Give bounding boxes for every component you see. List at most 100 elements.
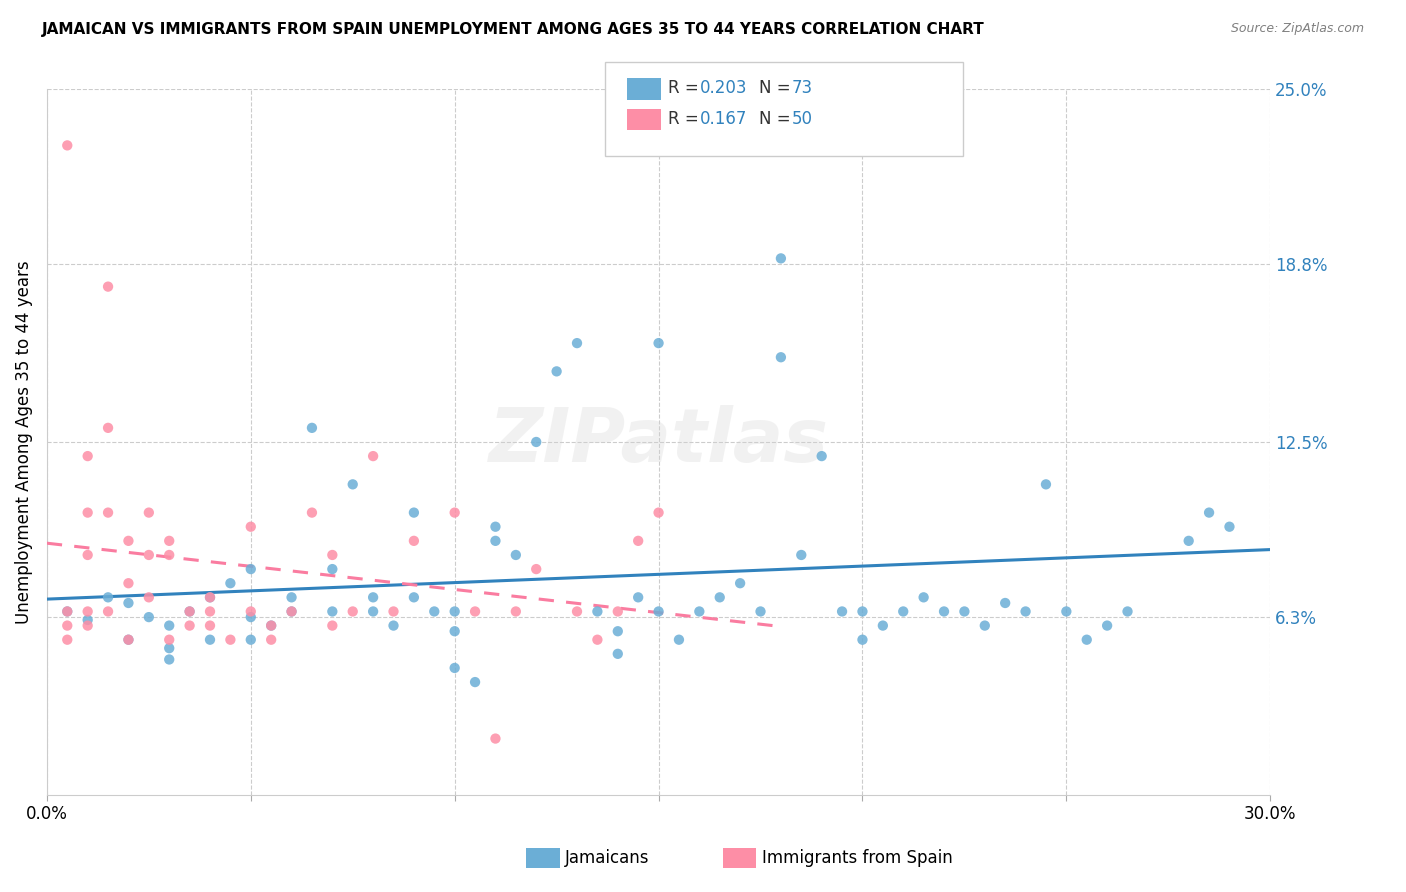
Point	[117, 533, 139, 548]
Point	[179, 604, 201, 618]
Point	[606, 604, 628, 618]
Point	[321, 562, 343, 576]
Text: Source: ZipAtlas.com: Source: ZipAtlas.com	[1230, 22, 1364, 36]
Point	[1218, 519, 1240, 533]
Text: Jamaicans: Jamaicans	[565, 849, 650, 867]
Point	[973, 618, 995, 632]
Point	[565, 336, 588, 351]
Point	[117, 632, 139, 647]
Text: 0.203: 0.203	[700, 79, 748, 97]
Point	[179, 618, 201, 632]
Point	[56, 618, 79, 632]
Point	[219, 576, 242, 591]
Point	[280, 604, 302, 618]
Point	[198, 604, 221, 618]
Point	[1177, 533, 1199, 548]
Point	[97, 604, 120, 618]
Point	[565, 604, 588, 618]
Point	[321, 618, 343, 632]
Point	[382, 618, 405, 632]
Point	[56, 604, 79, 618]
Point	[138, 548, 160, 562]
Point	[402, 533, 425, 548]
Point	[402, 591, 425, 605]
Point	[606, 647, 628, 661]
Point	[1198, 506, 1220, 520]
Text: N =: N =	[759, 110, 796, 128]
Y-axis label: Unemployment Among Ages 35 to 44 years: Unemployment Among Ages 35 to 44 years	[15, 260, 32, 624]
Point	[361, 591, 384, 605]
Point	[260, 618, 283, 632]
Point	[647, 506, 669, 520]
Point	[749, 604, 772, 618]
Point	[1095, 618, 1118, 632]
Point	[484, 731, 506, 746]
Point	[280, 591, 302, 605]
Point	[872, 618, 894, 632]
Point	[361, 449, 384, 463]
Point	[76, 449, 98, 463]
Point	[361, 604, 384, 618]
Text: JAMAICAN VS IMMIGRANTS FROM SPAIN UNEMPLOYMENT AMONG AGES 35 TO 44 YEARS CORRELA: JAMAICAN VS IMMIGRANTS FROM SPAIN UNEMPL…	[42, 22, 986, 37]
Point	[586, 632, 609, 647]
Point	[586, 604, 609, 618]
Point	[239, 610, 262, 624]
Point	[56, 604, 79, 618]
Point	[953, 604, 976, 618]
Point	[260, 632, 283, 647]
Point	[117, 576, 139, 591]
Point	[157, 548, 180, 562]
Point	[198, 591, 221, 605]
Point	[810, 449, 832, 463]
Point	[239, 604, 262, 618]
Point	[627, 591, 650, 605]
Point	[117, 596, 139, 610]
Point	[198, 591, 221, 605]
Point	[464, 604, 486, 618]
Point	[891, 604, 914, 618]
Point	[76, 506, 98, 520]
Point	[76, 618, 98, 632]
Point	[423, 604, 446, 618]
Point	[1054, 604, 1077, 618]
Point	[138, 506, 160, 520]
Point	[505, 604, 527, 618]
Point	[179, 604, 201, 618]
Text: 0.167: 0.167	[700, 110, 748, 128]
Point	[280, 604, 302, 618]
Point	[198, 618, 221, 632]
Point	[546, 364, 568, 378]
Point	[157, 618, 180, 632]
Point	[688, 604, 710, 618]
Point	[912, 591, 935, 605]
Point	[56, 632, 79, 647]
Point	[443, 661, 465, 675]
Point	[505, 548, 527, 562]
Point	[1076, 632, 1098, 647]
Text: ZIPatlas: ZIPatlas	[488, 406, 828, 478]
Point	[443, 624, 465, 639]
Text: 50: 50	[792, 110, 813, 128]
Point	[301, 506, 323, 520]
Point	[219, 632, 242, 647]
Point	[321, 548, 343, 562]
Point	[831, 604, 853, 618]
Text: Immigrants from Spain: Immigrants from Spain	[762, 849, 953, 867]
Point	[709, 591, 731, 605]
Point	[484, 533, 506, 548]
Point	[157, 632, 180, 647]
Point	[524, 562, 547, 576]
Point	[56, 138, 79, 153]
Point	[138, 610, 160, 624]
Point	[239, 632, 262, 647]
Point	[342, 604, 364, 618]
Point	[97, 421, 120, 435]
Point	[260, 618, 283, 632]
Text: R =: R =	[668, 79, 704, 97]
Point	[790, 548, 813, 562]
Point	[647, 336, 669, 351]
Text: 73: 73	[792, 79, 813, 97]
Point	[97, 591, 120, 605]
Point	[76, 613, 98, 627]
Point	[1116, 604, 1139, 618]
